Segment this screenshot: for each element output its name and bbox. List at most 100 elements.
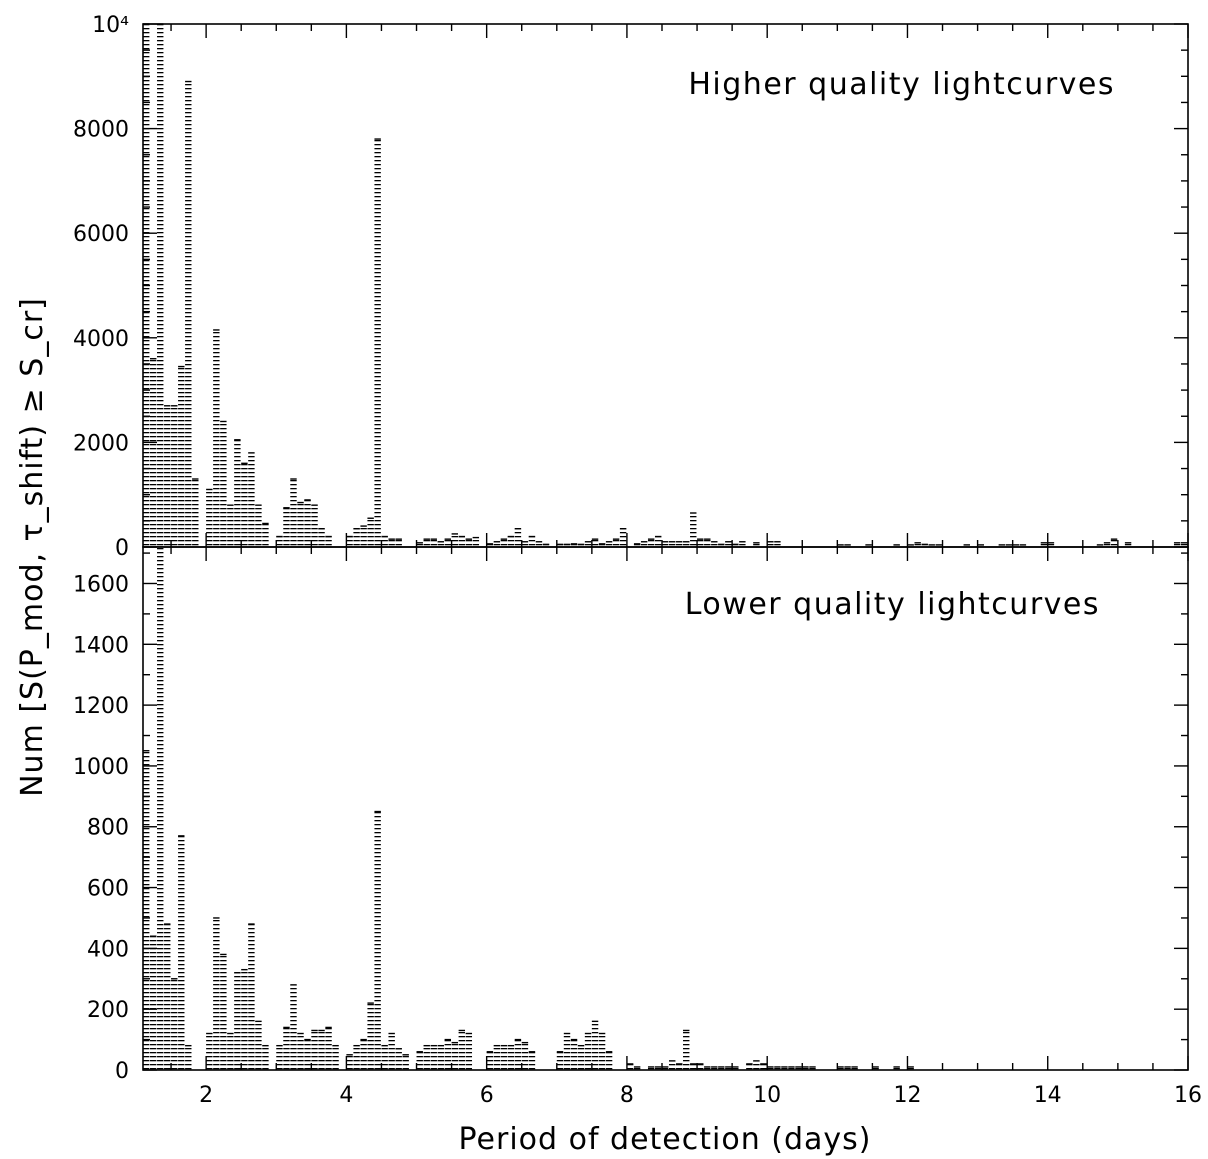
- bottom-bar: [367, 1003, 374, 1070]
- bottom-bar: [605, 1051, 613, 1070]
- top-bar: [472, 537, 480, 547]
- bottom-bar: [654, 1066, 662, 1070]
- bottom-bar: [507, 1045, 515, 1070]
- top-y-tick-label: 2000: [73, 431, 129, 456]
- top-histogram-bars: [143, 23, 1188, 547]
- bottom-bar: [591, 1021, 599, 1070]
- bottom-bar: [669, 1060, 676, 1070]
- bottom-plot-frame: [142, 546, 1189, 1071]
- bottom-bar: [556, 1051, 564, 1070]
- bottom-bar: [353, 1045, 360, 1070]
- bottom-bar: [746, 1063, 753, 1070]
- top-bar: [451, 533, 458, 547]
- bottom-bar: [416, 1051, 423, 1070]
- bottom-bar: [626, 1063, 634, 1070]
- top-bar: [521, 541, 529, 547]
- top-bar: [977, 544, 985, 547]
- top-bar: [704, 539, 711, 547]
- top-plot-frame: [142, 23, 1189, 548]
- x-tick-label: 14: [1034, 1083, 1062, 1108]
- top-bar: [178, 366, 185, 547]
- top-bar: [612, 539, 620, 547]
- top-bar: [234, 439, 241, 547]
- bottom-bar: [725, 1066, 732, 1070]
- x-tick-label: 10: [753, 1083, 781, 1108]
- top-bar: [1173, 542, 1181, 547]
- top-bar: [669, 541, 676, 547]
- x-tick-label: 12: [894, 1083, 922, 1108]
- bottom-bar: [332, 1045, 339, 1070]
- top-bar: [584, 541, 592, 547]
- top-bar: [907, 544, 914, 547]
- bottom-bar: [486, 1051, 494, 1070]
- top-bar: [514, 528, 522, 547]
- top-bar: [241, 463, 248, 547]
- top-bar: [430, 539, 437, 547]
- bottom-bar: [150, 936, 157, 1070]
- bottom-bar: [178, 835, 185, 1070]
- top-bar: [374, 139, 381, 547]
- top-panel: 0 2000 4000 6000 8000 10⁴ Higher quality ligh…: [73, 13, 1189, 561]
- top-y-tick-label: 10⁴: [92, 13, 129, 38]
- top-bar: [640, 541, 648, 547]
- bottom-bar: [760, 1063, 767, 1070]
- bottom-bar: [795, 1066, 802, 1070]
- bottom-y-tick-label: 0: [115, 1059, 129, 1084]
- bottom-bar: [227, 1033, 234, 1070]
- top-bar: [353, 528, 360, 547]
- top-bar: [507, 536, 515, 547]
- bottom-axis-ticks: 0 200 400 600 800 1000 1200 1400 1600 2 4 6 8 10 12 14 1…: [73, 547, 1202, 1108]
- top-y-tick-label: 8000: [73, 118, 129, 143]
- top-y-tick-label: 6000: [73, 222, 129, 247]
- top-bar: [423, 539, 430, 547]
- top-bar: [367, 518, 374, 547]
- top-bar: [444, 539, 451, 547]
- top-bar: [563, 544, 571, 547]
- top-bar: [605, 541, 613, 547]
- top-bar: [500, 539, 508, 547]
- bottom-bar: [774, 1066, 781, 1070]
- top-bar: [998, 544, 1006, 547]
- top-bar: [213, 329, 220, 547]
- top-bar: [697, 539, 704, 547]
- bottom-bar: [521, 1042, 529, 1070]
- bottom-bar: [802, 1066, 809, 1070]
- top-bar: [248, 452, 255, 547]
- top-bar: [346, 536, 353, 547]
- bottom-bar: [493, 1045, 501, 1070]
- bottom-y-tick-label: 800: [87, 816, 129, 841]
- bottom-bar: [262, 1045, 269, 1070]
- bottom-bar: [346, 1054, 353, 1070]
- bottom-bar: [697, 1063, 704, 1070]
- bottom-bar: [206, 1033, 213, 1070]
- top-panel-title: Higher quality lightcurves: [688, 67, 1115, 102]
- top-bar: [963, 544, 970, 547]
- bottom-bar: [388, 1033, 395, 1070]
- top-bar: [661, 541, 669, 547]
- top-bar: [683, 541, 690, 547]
- bottom-bar: [809, 1066, 816, 1070]
- bottom-bar: [248, 924, 255, 1070]
- top-bar: [556, 544, 564, 547]
- top-y-tick-label: 0: [115, 536, 129, 561]
- x-tick-label: 6: [480, 1083, 494, 1108]
- bottom-bar: [360, 1039, 367, 1070]
- top-bar: [654, 536, 662, 547]
- top-bar: [739, 541, 746, 547]
- top-bar: [388, 539, 395, 547]
- bottom-bar: [500, 1045, 508, 1070]
- bottom-y-tick-label: 600: [87, 877, 129, 902]
- top-bar: [774, 541, 781, 547]
- top-bar: [844, 544, 851, 547]
- bottom-bar: [241, 969, 248, 1070]
- bottom-bar: [381, 1045, 388, 1070]
- bottom-bar: [563, 1033, 571, 1070]
- top-bar: [381, 536, 388, 547]
- top-bar: [928, 544, 935, 547]
- top-y-tick-label: 4000: [73, 327, 129, 352]
- bottom-bar: [570, 1039, 578, 1070]
- top-bar: [865, 544, 872, 547]
- x-tick-label: 8: [620, 1083, 634, 1108]
- top-bar: [1040, 542, 1048, 547]
- bottom-bar: [781, 1066, 788, 1070]
